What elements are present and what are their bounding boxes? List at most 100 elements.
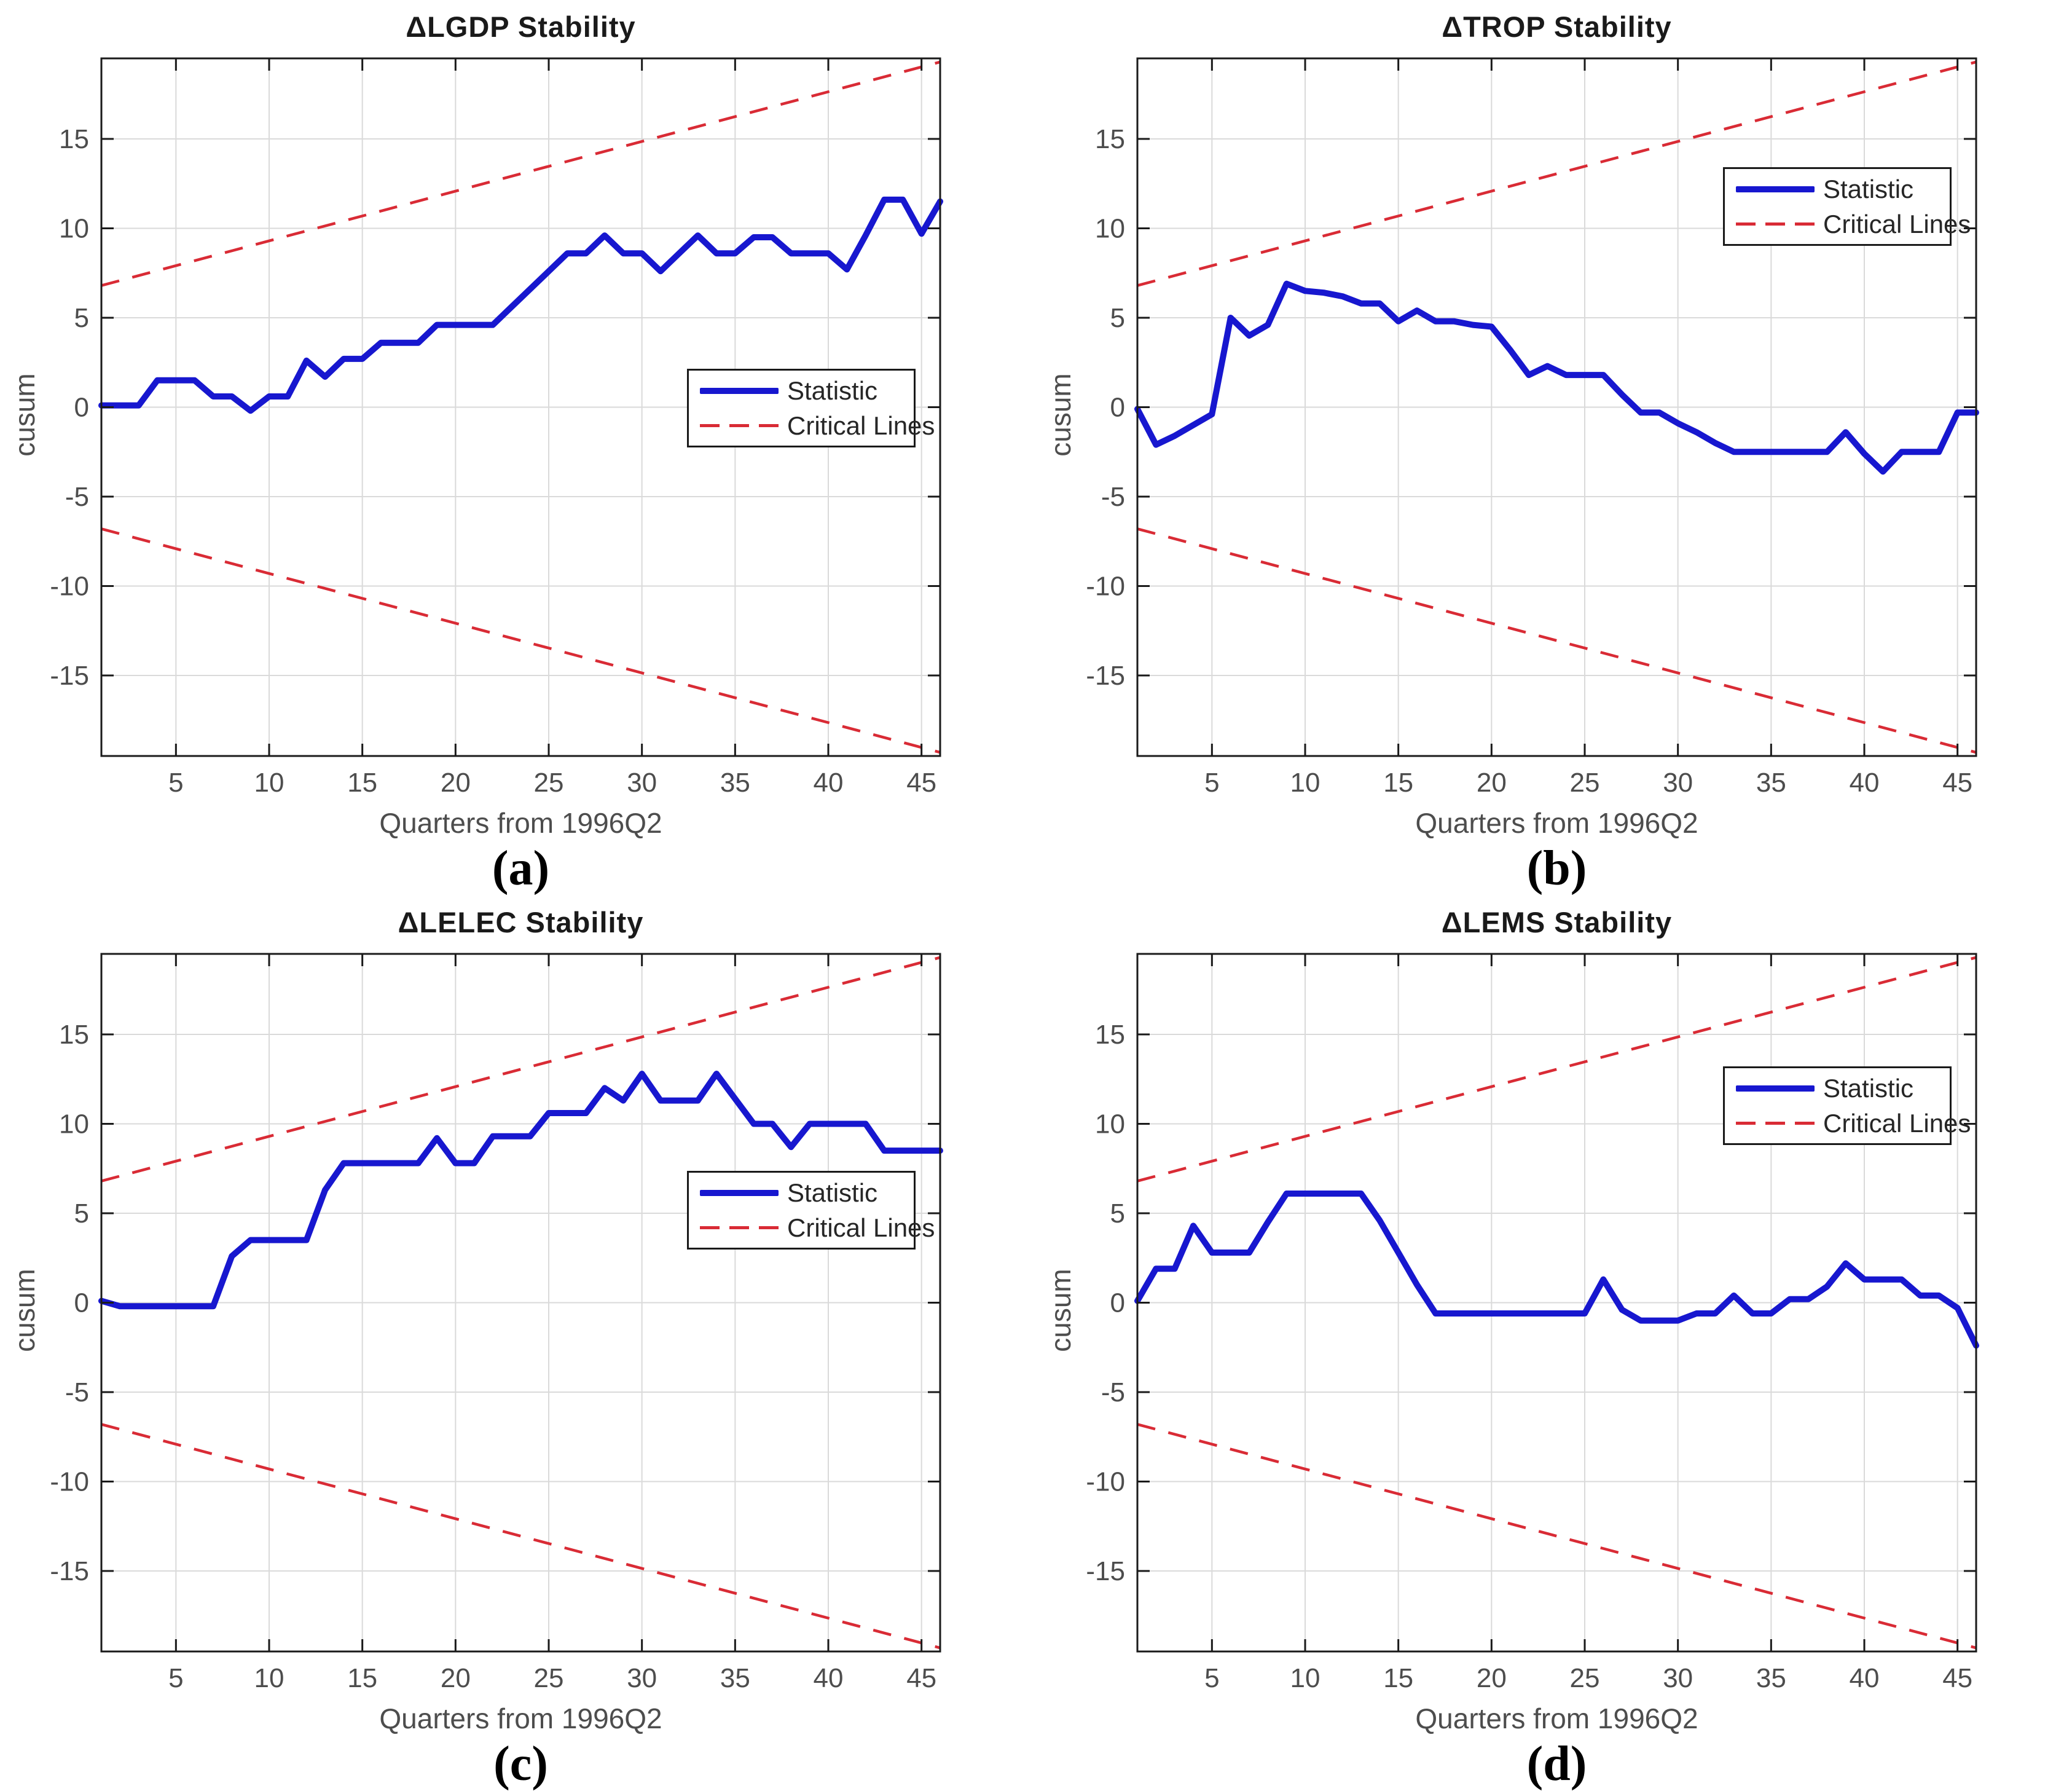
chart-title-a: ΔLGDP Stability xyxy=(406,10,636,43)
y-tick-label: 10 xyxy=(59,1109,89,1139)
x-tick-label: 20 xyxy=(441,1663,471,1693)
y-tick-label: -15 xyxy=(1086,661,1125,691)
x-tick-label: 15 xyxy=(1383,768,1413,798)
legend-item-critical-lines: Critical Lines xyxy=(689,1210,935,1245)
critical-line xyxy=(1137,1423,1977,1650)
x-tick-label: 35 xyxy=(1756,768,1786,798)
y-tick-label: 10 xyxy=(1095,213,1125,243)
plot-area-a: 5 10 15 20 25 30 35 40 45 -15 -10 -5 0 5 10 15 xyxy=(50,57,943,798)
y-tick-label: 0 xyxy=(1110,1288,1125,1318)
x-tick-label: 35 xyxy=(720,1663,750,1693)
y-axis-label-b: cusum xyxy=(1045,373,1077,457)
y-tick-label: -5 xyxy=(65,482,89,512)
x-tick-label: 15 xyxy=(1383,1663,1413,1693)
critical-line xyxy=(1137,60,1977,287)
y-tick-label: 0 xyxy=(74,393,89,423)
statistic-line xyxy=(1134,1191,1979,1349)
y-tick-label: 10 xyxy=(1095,1109,1125,1139)
x-tick-label: 25 xyxy=(1570,768,1600,798)
x-tick-label: 45 xyxy=(1942,1663,1972,1693)
x-axis-label-a: Quarters from 1996Q2 xyxy=(379,807,662,839)
x-tick-label: 30 xyxy=(1663,1663,1693,1693)
legend-box-a: Statistic Critical Lines xyxy=(687,369,935,447)
plot-area-d: 5 10 15 20 25 30 35 40 45 -15 -10 -5 0 5 10 15 xyxy=(1086,953,1979,1693)
critical-line-sample xyxy=(700,1226,779,1229)
subplot-caption-b: (b) xyxy=(1526,841,1587,896)
subplot-d: 5 10 15 20 25 30 35 40 45 -15 -10 -5 0 5 10 15 ΔLEMS St… xyxy=(1036,896,2072,1791)
critical-line-sample xyxy=(1736,1122,1815,1125)
critical-line-sample xyxy=(700,424,779,427)
y-tick-label: -10 xyxy=(1086,1467,1125,1497)
y-tick-label: 5 xyxy=(74,303,89,333)
x-tick-label: 20 xyxy=(1477,1663,1507,1693)
y-tick-label: -5 xyxy=(65,1377,89,1407)
legend-label: Statistic xyxy=(1823,1073,1914,1103)
y-tick-label: -5 xyxy=(1101,482,1125,512)
critical-line xyxy=(101,956,941,1183)
statistic-line-sample xyxy=(700,387,779,394)
legend-label: Statistic xyxy=(787,376,878,405)
x-tick-label: 25 xyxy=(534,1663,564,1693)
y-tick-label: 15 xyxy=(59,1020,89,1050)
x-tick-label: 30 xyxy=(627,1663,657,1693)
y-tick-label: 5 xyxy=(1110,303,1125,333)
legend-label: Critical Lines xyxy=(787,411,935,440)
x-tick-label: 20 xyxy=(441,768,471,798)
plot-area-c: 5 10 15 20 25 30 35 40 45 -15 -10 -5 0 5 10 15 xyxy=(50,953,943,1693)
x-tick-label: 30 xyxy=(627,768,657,798)
x-tick-label: 10 xyxy=(254,768,285,798)
legend-item-critical-lines: Critical Lines xyxy=(689,408,935,443)
x-tick-label: 40 xyxy=(1850,768,1880,798)
critical-line xyxy=(1137,956,1977,1183)
x-tick-label: 5 xyxy=(168,1663,183,1693)
x-tick-label: 45 xyxy=(906,1663,936,1693)
y-tick-label: -15 xyxy=(1086,1556,1125,1586)
y-tick-label: -15 xyxy=(50,661,89,691)
y-tick-label: -10 xyxy=(1086,572,1125,602)
x-tick-label: 15 xyxy=(347,1663,377,1693)
statistic-line xyxy=(98,196,943,414)
legend-label: Statistic xyxy=(787,1178,878,1207)
statistic-line-sample xyxy=(1736,1085,1815,1092)
statistic-line-sample xyxy=(1736,186,1815,192)
x-axis-label-b: Quarters from 1996Q2 xyxy=(1415,807,1698,839)
legend-box-c: Statistic Critical Lines xyxy=(687,1171,935,1250)
chart-title-c: ΔLELEC Stability xyxy=(398,906,644,939)
y-axis-label-c: cusum xyxy=(9,1269,41,1352)
x-tick-label: 25 xyxy=(534,768,564,798)
critical-line xyxy=(101,1423,941,1650)
y-tick-label: -15 xyxy=(50,1556,89,1586)
x-tick-label: 10 xyxy=(254,1663,285,1693)
y-tick-label: -5 xyxy=(1101,1377,1125,1407)
x-tick-label: 10 xyxy=(1290,768,1321,798)
legend-item-critical-lines: Critical Lines xyxy=(1725,207,1971,242)
y-tick-label: 15 xyxy=(1095,124,1125,154)
legend-item-critical-lines: Critical Lines xyxy=(1725,1106,1971,1141)
x-tick-label: 5 xyxy=(1204,1663,1219,1693)
subplot-caption-c: (c) xyxy=(493,1737,548,1791)
critical-line xyxy=(1137,527,1977,754)
y-tick-label: -10 xyxy=(50,1467,89,1497)
y-tick-label: 15 xyxy=(59,124,89,154)
x-tick-label: 35 xyxy=(1756,1663,1786,1693)
x-tick-label: 20 xyxy=(1477,768,1507,798)
x-tick-label: 45 xyxy=(906,768,936,798)
x-axis-label-c: Quarters from 1996Q2 xyxy=(379,1702,662,1734)
legend-item-statistic: Statistic xyxy=(689,1175,914,1210)
subplot-c: 5 10 15 20 25 30 35 40 45 -15 -10 -5 0 5 10 15 ΔLELEC S… xyxy=(0,896,1036,1791)
y-tick-label: 10 xyxy=(59,213,89,243)
x-tick-label: 40 xyxy=(1850,1663,1880,1693)
x-axis-label-d: Quarters from 1996Q2 xyxy=(1415,1702,1698,1734)
critical-line xyxy=(101,527,941,754)
x-tick-label: 35 xyxy=(720,768,750,798)
y-tick-label: -10 xyxy=(50,572,89,602)
x-tick-label: 10 xyxy=(1290,1663,1321,1693)
legend-item-statistic: Statistic xyxy=(689,373,914,408)
legend-label: Critical Lines xyxy=(1823,1108,1971,1138)
critical-line-sample xyxy=(1736,222,1815,226)
subplot-caption-d: (d) xyxy=(1526,1737,1587,1791)
y-axis-label-d: cusum xyxy=(1045,1269,1077,1352)
legend-item-statistic: Statistic xyxy=(1725,171,1950,207)
statistic-line xyxy=(98,1071,943,1310)
